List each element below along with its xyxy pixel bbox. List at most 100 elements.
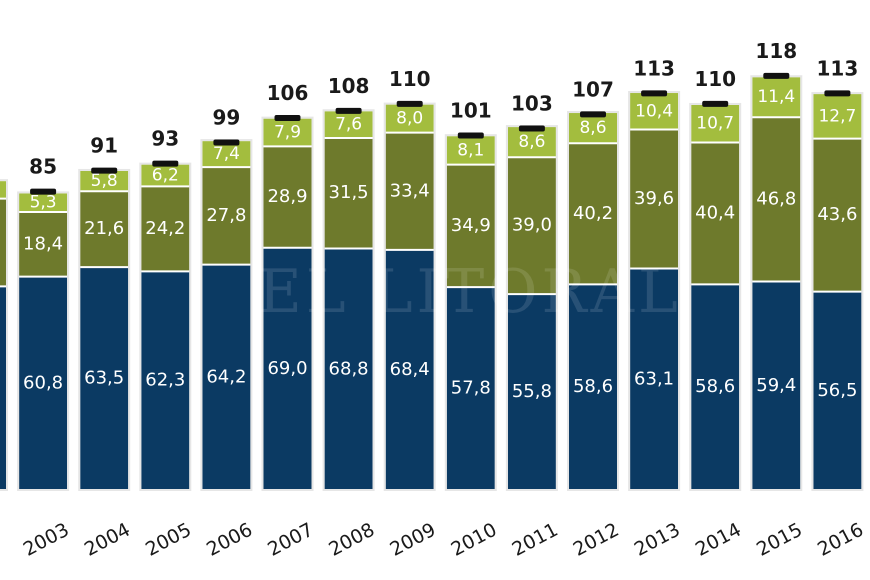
bar-segment-top-2007 [263,118,312,147]
value-label-bottom-2014: 58,6 [695,376,735,397]
x-tick-label-2006: 2006 [203,519,256,561]
value-label-bottom-2003: 60,8 [23,372,63,393]
total-label-2007: 106 [267,81,309,105]
value-label-middle-2013: 39,6 [634,188,674,209]
bar-segment-middle-2003 [19,212,68,277]
value-label-bottom-2007: 69,0 [267,358,307,379]
value-label-bottom-2011: 55,8 [512,381,552,402]
value-label-top-2004: 5,8 [91,171,118,191]
value-label-middle-2014: 40,4 [695,202,735,223]
bar-segment-middle-2006 [202,167,251,265]
bar-segment-top-2012 [569,113,617,144]
value-label-bottom-2009: 68,4 [390,359,430,380]
total-cap-2012 [580,111,606,118]
x-tick-label-2012: 2012 [570,519,623,561]
total-label-2010: 101 [450,98,492,122]
total-label-2015: 118 [755,39,797,63]
value-label-top-2009: 8,0 [396,109,423,129]
total-cap-2006 [213,139,240,146]
value-label-middle-2004: 21,6 [84,218,124,239]
value-label-middle-2016: 43,6 [817,204,857,225]
bar-segment-top-2004 [80,170,129,192]
bar-segment-middle-2007 [263,146,312,248]
value-label-middle-2009: 33,4 [390,180,430,201]
value-label-bottom-2005: 62,3 [145,370,185,391]
total-label-2004: 91 [90,134,118,158]
total-label-2014: 110 [694,67,736,91]
x-tick-label-2003: 2003 [20,519,73,561]
value-label-bottom-2008: 68,8 [329,358,369,379]
bar-segment-bottom-2007 [263,247,312,490]
value-label-middle-2012: 40,2 [573,203,613,224]
value-label-middle-2011: 39,0 [512,215,552,236]
bar-segment-middle-2013 [630,129,679,269]
x-tick-label-2007: 2007 [264,519,317,561]
bar-segment-bottom-2012 [569,284,617,490]
total-cap-2016 [824,90,851,97]
value-label-top-2014: 10,7 [696,114,734,134]
value-label-bottom-2013: 63,1 [634,368,674,389]
value-label-top-2007: 7,9 [274,123,301,143]
bar-segment-top-2013 [630,93,679,130]
value-label-top-2013: 10,4 [635,101,673,121]
bar-segment-bottom-2009 [385,249,434,490]
bar-segment-middle-2004 [80,191,129,268]
value-label-top-2011: 8,6 [518,132,545,152]
value-label-middle-2005: 24,2 [145,218,185,239]
value-label-bottom-2006: 64,2 [206,366,246,387]
value-label-middle-2015: 46,8 [756,188,796,209]
value-label-middle-2006: 27,8 [206,205,246,226]
value-label-bottom-2004: 63,5 [84,368,124,389]
bar-segment-bottom-2005 [141,271,190,490]
value-label-middle-2010: 34,9 [451,215,491,236]
bar-segment-top-2003 [19,193,68,213]
total-cap-2004 [91,167,118,174]
bar-segment-top-2005 [141,164,190,187]
value-label-top-2006: 7,4 [213,144,240,164]
total-cap-2005 [152,160,179,167]
total-label-2005: 93 [151,127,179,151]
value-label-middle-2008: 31,5 [329,182,369,203]
bar-segment-middle-2016 [813,138,862,292]
total-cap-2010 [457,132,484,139]
bar-segment-bottom-2015 [752,281,801,490]
bar-segment-middle-2011 [507,157,556,295]
value-label-middle-2003: 18,4 [23,233,63,254]
x-tick-label-2010: 2010 [447,519,500,561]
x-tick-label-2013: 2013 [631,519,684,561]
total-cap-2015 [763,72,790,79]
x-tick-label-2011: 2011 [509,519,562,561]
bar-segment-bottom-2016 [813,291,862,490]
value-label-top-2008: 7,6 [335,115,362,135]
value-label-top-2005: 6,2 [152,166,179,186]
total-cap-2008 [335,107,362,114]
total-cap-2013 [641,90,668,97]
bar-segment-top-2010 [446,136,495,165]
bar-segment-bottom-2004 [80,267,129,490]
total-cap-2011 [518,125,545,132]
bar-segment-top-2016 [813,94,862,139]
bar-segment-middle-2015 [752,117,801,282]
total-cap-2014 [702,100,729,107]
bar-segment-top-2002 [0,181,6,199]
total-label-2013: 113 [633,56,675,80]
bar-segment-top-2011 [507,127,556,158]
bar-segment-bottom-2011 [507,294,556,490]
value-label-top-2010: 8,1 [457,140,484,160]
total-label-2009: 110 [389,67,431,91]
bar-segment-top-2008 [324,111,373,138]
bar-segment-bottom-2006 [202,264,251,490]
bar-segment-middle-2010 [446,164,495,288]
value-label-bottom-2015: 59,4 [756,375,796,396]
value-label-top-2016: 12,7 [818,106,856,126]
x-tick-label-2015: 2015 [753,519,806,561]
total-cap-2003 [30,188,57,195]
x-tick-label-2008: 2008 [325,519,378,561]
value-label-bottom-2012: 58,6 [573,376,613,397]
bar-segment-middle-2005 [141,186,190,272]
x-tick-label-2016: 2016 [814,519,867,561]
bar-segment-top-2015 [752,77,801,118]
value-label-top-2003: 5,3 [30,193,57,213]
bar-segment-middle-2009 [385,132,434,250]
total-label-2006: 99 [212,106,240,130]
